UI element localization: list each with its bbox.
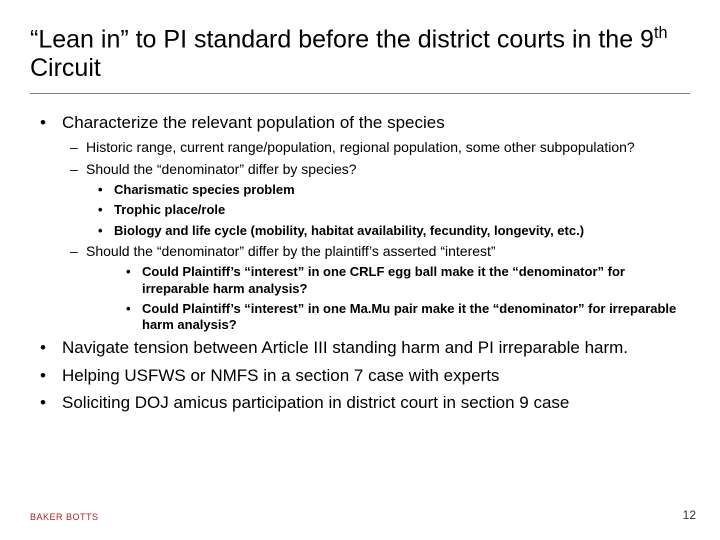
bullet-lvl1: Navigate tension between Article III sta… <box>30 337 690 358</box>
bullet-lvl4: Could Plaintiff’s “interest” in one CRLF… <box>30 264 690 297</box>
bullet-lvl3: Trophic place/role <box>30 202 690 218</box>
bullet-lvl4: Could Plaintiff’s “interest” in one Ma.M… <box>30 301 690 334</box>
bullet-lvl3: Charismatic species problem <box>30 182 690 198</box>
slide-title: “Lean in” to PI standard before the dist… <box>30 24 690 83</box>
bullet-lvl2: Should the “denominator” differ by the p… <box>30 243 690 261</box>
slide: “Lean in” to PI standard before the dist… <box>0 0 720 540</box>
bullet-lvl3: Biology and life cycle (mobility, habita… <box>30 223 690 239</box>
title-divider <box>30 93 690 94</box>
slide-content: Characterize the relevant population of … <box>30 112 690 413</box>
footer-brand: BAKER BOTTS <box>30 512 99 522</box>
bullet-lvl1: Soliciting DOJ amicus participation in d… <box>30 392 690 413</box>
bullet-lvl1: Characterize the relevant population of … <box>30 112 690 133</box>
page-number: 12 <box>683 508 696 522</box>
bullet-lvl2: Historic range, current range/population… <box>30 139 690 157</box>
bullet-lvl2: Should the “denominator” differ by speci… <box>30 161 690 179</box>
bullet-lvl1: Helping USFWS or NMFS in a section 7 cas… <box>30 365 690 386</box>
